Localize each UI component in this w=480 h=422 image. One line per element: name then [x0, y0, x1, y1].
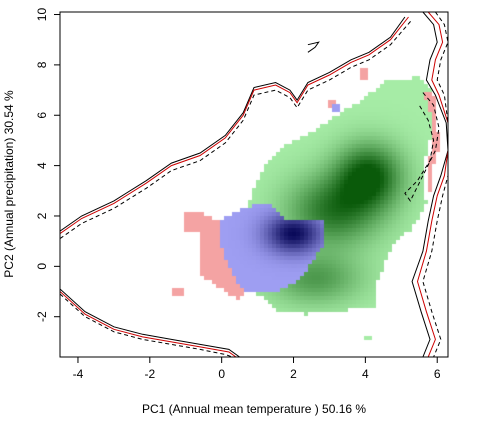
envelope-right-solid [411, 12, 448, 357]
x-tick-label: 0 [218, 367, 225, 381]
envelope-outer-red [60, 16, 409, 235]
x-tick-label: 2 [290, 367, 297, 381]
envelope-lines [60, 12, 448, 357]
x-tick-label: -4 [73, 367, 84, 381]
density-raster [60, 12, 448, 357]
y-axis: -2 0 2 4 6 8 10 [35, 8, 60, 322]
envelope-right-red [416, 12, 448, 357]
y-axis-label: PC2 (Annual precipitation) 30.54 % [2, 90, 16, 278]
x-tick-label: -2 [144, 367, 155, 381]
plot-frame [59, 11, 449, 358]
x-tick-label: 6 [434, 367, 441, 381]
x-axis: -4 -2 0 2 4 6 [73, 357, 441, 381]
envelope-bottom-red [60, 291, 237, 357]
y-tick-label: 4 [35, 162, 49, 169]
y-tick-label: 6 [35, 112, 49, 119]
x-tick-label: 4 [362, 367, 369, 381]
y-tick-label: -2 [35, 311, 49, 322]
envelope-bottom-dashed [60, 293, 233, 357]
envelope-inner-dashed [60, 19, 413, 240]
envelope-right-dashed [422, 12, 448, 357]
plot-area [60, 12, 448, 357]
envelope-outer-solid [60, 16, 406, 232]
y-tick-label: 0 [35, 263, 49, 270]
y-tick-label: 10 [35, 8, 49, 22]
y-tick-label: 2 [35, 212, 49, 219]
envelope-inner-loop [404, 92, 440, 202]
envelope-bottom-solid [60, 288, 240, 357]
envelope-top-small [307, 41, 320, 53]
x-axis-label: PC1 (Annual mean temperature ) 50.16 % [142, 402, 366, 416]
y-tick-label: 8 [35, 61, 49, 68]
